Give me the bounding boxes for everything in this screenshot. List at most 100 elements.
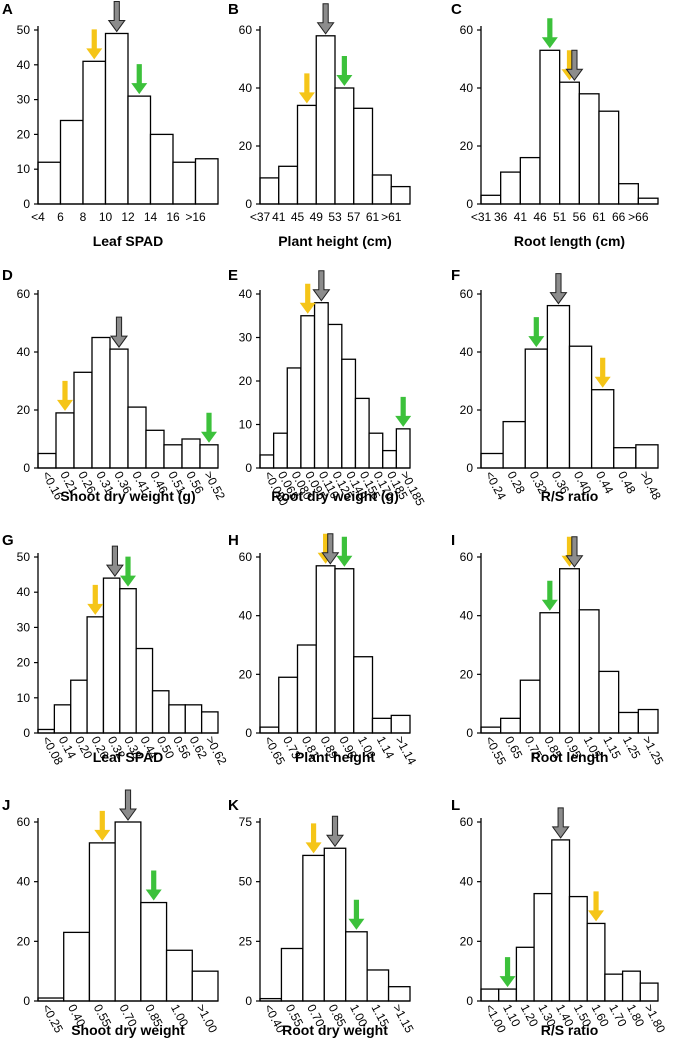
bar [524, 348, 549, 469]
yellow-arrow-icon [594, 357, 611, 388]
x-tick-label: 45 [291, 210, 305, 224]
x-tick-label: >66 [628, 210, 649, 224]
x-axis-title: Plant height [295, 749, 375, 765]
bar [480, 726, 502, 734]
y-tick-label: 0 [466, 197, 473, 211]
y-tick-label: 0 [245, 461, 252, 475]
y-tick-label: 30 [239, 331, 253, 345]
x-tick-label: 53 [328, 210, 342, 224]
y-tick-label: 0 [23, 726, 30, 740]
gray-arrow-icon [119, 789, 137, 821]
bar [127, 95, 152, 205]
bar [502, 420, 526, 469]
gray-arrow-icon [321, 533, 340, 565]
bar [278, 165, 299, 205]
bar [621, 970, 641, 1002]
panel-label: B [228, 1, 239, 18]
green-arrow-icon [499, 957, 516, 988]
x-tick-label: <37 [250, 210, 271, 224]
x-axis-title: Root dry weight [282, 1022, 388, 1038]
y-tick-label: 40 [460, 345, 474, 359]
x-tick-label: <31 [471, 210, 492, 224]
panel-g: G01020304050<0.080.140.200.260.320.380.4… [2, 532, 230, 768]
y-tick-label: 40 [460, 875, 474, 889]
y-tick-label: 50 [239, 875, 253, 889]
y-tick-label: 10 [17, 691, 31, 705]
bar [165, 949, 193, 1002]
panel-e: E010203040<0.0500.0650.0800.0950.1100.12… [228, 267, 428, 508]
bar [341, 358, 357, 469]
bar [140, 901, 168, 1002]
x-tick-label: 61 [366, 210, 380, 224]
bar [278, 676, 299, 734]
x-tick-label: 57 [347, 210, 361, 224]
bar [354, 397, 370, 469]
y-tick-label: 20 [460, 139, 474, 153]
x-tick-label: 61 [592, 210, 606, 224]
y-tick-label: 40 [239, 287, 253, 301]
panel-b: B 0 20 40 60 <37 41 45 49 53 57 61 >61 Plant height (… [228, 1, 411, 249]
y-tick-label: 40 [460, 609, 474, 623]
y-tick-label: 60 [460, 550, 474, 564]
y-tick-label: 20 [460, 934, 474, 948]
bar [151, 690, 170, 734]
y-tick-label: 40 [17, 345, 31, 359]
bar [296, 104, 317, 205]
green-arrow-icon [348, 899, 365, 930]
bar [135, 647, 154, 734]
y-tick-label: 20 [17, 934, 31, 948]
gray-arrow-icon [549, 273, 568, 305]
bar [639, 982, 659, 1002]
x-tick-label: >16 [185, 210, 206, 224]
bar [637, 708, 659, 734]
x-tick-label: 1.80 [624, 1002, 647, 1029]
y-tick-label: 50 [17, 23, 31, 37]
y-tick-label: 20 [460, 403, 474, 417]
y-tick-label: 0 [245, 726, 252, 740]
x-tick-label: 8 [80, 210, 87, 224]
bar [82, 60, 107, 205]
panel-a: A 0 10 20 30 40 50 <4 6 8 10 12 14 16 >16 Leaf SPAD [2, 0, 219, 249]
y-tick-label: 40 [239, 609, 253, 623]
panel-l: L0204060<1.001.101.201.301.401.501.601.7… [451, 797, 668, 1038]
bar [104, 32, 129, 205]
bar [37, 161, 62, 205]
bar [70, 679, 88, 734]
x-tick-label: <4 [31, 210, 45, 224]
bar [59, 119, 84, 205]
bar [568, 345, 593, 469]
panel-label: K [228, 797, 239, 814]
bar [272, 432, 288, 469]
bar [637, 197, 659, 205]
panel-label: J [2, 797, 10, 814]
gray-arrow-icon [105, 545, 124, 577]
panel-label: D [2, 267, 13, 284]
bar [390, 185, 411, 205]
y-tick-label: 20 [460, 667, 474, 681]
bar [313, 302, 329, 469]
bar [88, 842, 116, 1002]
x-tick-label: 49 [310, 210, 324, 224]
bar [604, 973, 624, 1002]
bar [114, 821, 142, 1002]
y-tick-label: 0 [466, 994, 473, 1008]
x-tick-label: >1.14 [393, 734, 420, 768]
x-axis-title: Root dry weight (g) [271, 488, 399, 504]
y-tick-label: 20 [17, 403, 31, 417]
y-tick-label: 60 [17, 815, 31, 829]
bar [568, 895, 588, 1002]
bar [102, 577, 121, 734]
bar [181, 438, 201, 469]
bar [259, 177, 280, 205]
bar [515, 946, 535, 1002]
bar [371, 174, 392, 205]
bar [91, 336, 111, 469]
bar [163, 444, 183, 469]
panel-label: I [451, 532, 455, 549]
x-tick-label: 51 [553, 210, 567, 224]
bar [172, 161, 197, 205]
bar [353, 656, 374, 734]
y-tick-label: 20 [239, 374, 253, 388]
